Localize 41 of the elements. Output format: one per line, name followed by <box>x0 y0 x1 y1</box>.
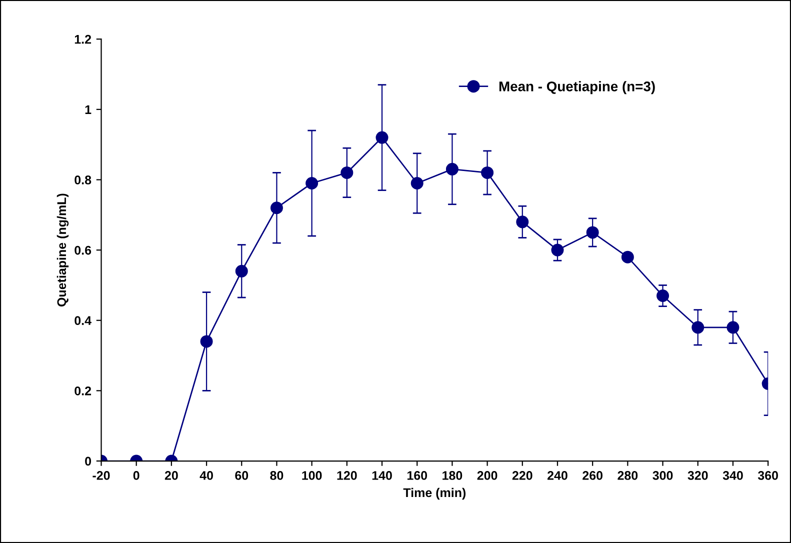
y-tick-label: 0.8 <box>74 176 92 184</box>
x-tick-label: 180 <box>442 471 462 480</box>
point <box>376 131 388 144</box>
point <box>235 264 248 278</box>
point <box>410 177 424 190</box>
x-tick-label: 280 <box>618 471 638 480</box>
x-tick-label: 80 <box>270 471 284 480</box>
x-tick-label: 140 <box>372 471 392 480</box>
point <box>692 321 704 334</box>
point <box>586 226 599 239</box>
legend-label: Mean - Quetiapine (n=3) <box>499 81 655 94</box>
x-tick-label: 100 <box>302 471 322 480</box>
x-tick-label: 340 <box>722 471 743 480</box>
x-tick-label: 260 <box>582 471 602 480</box>
point <box>200 335 213 348</box>
x-tick-label: 240 <box>547 471 568 480</box>
x-tick-label: 0 <box>133 471 140 480</box>
y-tick-label: 1.2 <box>74 34 92 44</box>
y-tick-label: 0.2 <box>74 386 92 396</box>
point <box>726 321 740 334</box>
x-tick-label: 60 <box>235 471 248 480</box>
x-axis-title: Time (min) <box>403 488 466 500</box>
y-tick-label: 1 <box>85 105 92 114</box>
x-tick-label: 360 <box>758 471 778 480</box>
point <box>306 177 318 190</box>
y-axis-title: Quetiapine (ng/mL) <box>56 194 69 306</box>
x-tick-label: 160 <box>407 471 428 480</box>
x-tick-label: 200 <box>477 471 498 480</box>
point <box>516 216 529 228</box>
point <box>340 166 354 179</box>
x-tick-label: 120 <box>337 471 357 480</box>
y-tick-label: 0.6 <box>74 246 92 255</box>
x-tick-label: 40 <box>200 471 213 480</box>
x-tick-label: 220 <box>512 471 532 480</box>
x-tick-label: 300 <box>652 471 673 480</box>
x-tick-label: -20 <box>92 471 110 480</box>
x-tick-label: 320 <box>688 471 708 480</box>
y-tick-label: 0.4 <box>74 316 92 326</box>
point <box>551 244 564 256</box>
x-tick-label: 20 <box>164 471 178 480</box>
y-tick-label: 0 <box>85 456 92 466</box>
